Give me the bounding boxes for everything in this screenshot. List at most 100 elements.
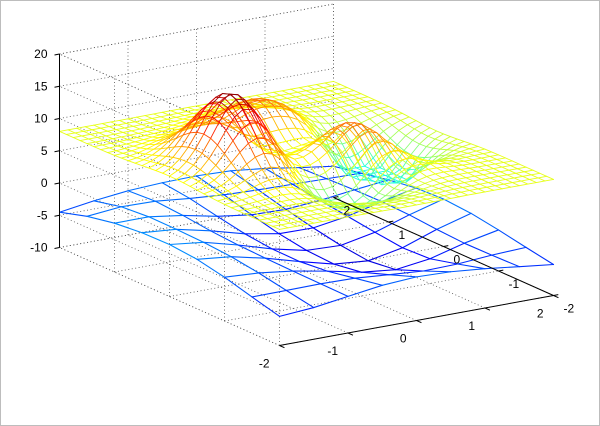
lower-mesh-line xyxy=(257,183,294,191)
upper-mesh-line xyxy=(474,154,482,159)
upper-mesh-line xyxy=(450,155,460,159)
upper-mesh-line xyxy=(146,131,155,134)
upper-mesh-line xyxy=(546,175,554,180)
upper-mesh-line xyxy=(320,203,330,206)
upper-mesh-line xyxy=(417,146,427,158)
upper-mesh-line xyxy=(393,149,403,161)
upper-mesh-line xyxy=(122,130,132,133)
upper-mesh-line xyxy=(122,132,131,136)
upper-mesh-line xyxy=(424,201,435,204)
upper-mesh-line xyxy=(374,181,383,186)
upper-mesh-line xyxy=(346,108,357,112)
lower-mesh-line xyxy=(346,215,376,233)
lower-mesh-line xyxy=(168,243,198,260)
upper-mesh-line xyxy=(326,98,336,101)
upper-mesh-line xyxy=(351,93,362,96)
upper-mesh-line xyxy=(498,154,506,159)
upper-mesh-line xyxy=(312,116,321,124)
upper-mesh-line xyxy=(448,180,457,185)
upper-mesh-line xyxy=(173,118,184,122)
upper-mesh-line xyxy=(403,165,414,171)
upper-mesh-line xyxy=(304,129,313,139)
upper-mesh-line xyxy=(372,171,383,186)
upper-mesh-line xyxy=(328,136,337,144)
upper-mesh-line xyxy=(265,221,275,224)
upper-mesh-line xyxy=(362,113,371,120)
upper-mesh-line xyxy=(139,126,150,130)
upper-mesh-line xyxy=(234,120,242,123)
lower-mesh-line xyxy=(223,189,259,196)
upper-mesh-line xyxy=(283,186,292,195)
upper-mesh-line xyxy=(333,80,341,85)
upper-mesh-line xyxy=(196,131,205,135)
upper-mesh-line xyxy=(317,99,328,103)
upper-mesh-line xyxy=(67,127,78,131)
x-tick-mark xyxy=(347,332,354,336)
upper-mesh-line xyxy=(292,147,301,150)
upper-mesh-line xyxy=(460,191,469,196)
upper-mesh-line xyxy=(144,153,153,156)
upper-mesh-line xyxy=(127,157,138,162)
upper-mesh-line xyxy=(381,137,391,149)
z-tick-mark xyxy=(54,247,60,249)
upper-mesh-line xyxy=(439,180,450,184)
upper-mesh-line xyxy=(217,200,225,205)
upper-mesh-line xyxy=(529,178,537,183)
upper-mesh-line xyxy=(163,156,174,166)
upper-mesh-line xyxy=(223,97,234,108)
upper-mesh-line xyxy=(419,196,428,200)
upper-mesh-line xyxy=(125,141,136,145)
upper-mesh-line xyxy=(278,129,287,142)
upper-mesh-line xyxy=(377,111,388,116)
upper-mesh-line xyxy=(259,179,270,185)
upper-mesh-line xyxy=(292,105,300,110)
upper-mesh-line xyxy=(282,219,291,224)
upper-mesh-line xyxy=(458,194,469,198)
upper-mesh-line xyxy=(396,144,405,151)
upper-mesh-line xyxy=(402,200,411,203)
upper-mesh-line xyxy=(340,171,350,181)
upper-mesh-line xyxy=(446,183,457,187)
upper-mesh-line xyxy=(177,112,186,116)
lower-mesh-line xyxy=(127,190,157,202)
lower-mesh-line xyxy=(401,247,431,260)
upper-mesh-line xyxy=(199,169,208,176)
upper-mesh-line xyxy=(364,152,374,172)
upper-mesh-line xyxy=(328,150,338,165)
upper-mesh-line xyxy=(306,184,314,196)
upper-mesh-line xyxy=(232,103,241,108)
upper-mesh-line xyxy=(285,210,294,215)
upper-mesh-line xyxy=(292,104,302,106)
upper-mesh-line xyxy=(482,174,491,179)
upper-mesh-line xyxy=(117,143,127,147)
lower-mesh-line xyxy=(251,296,281,317)
upper-mesh-line xyxy=(93,124,102,129)
upper-surface-mesh xyxy=(59,80,554,230)
upper-mesh-line xyxy=(477,145,486,150)
upper-mesh-line xyxy=(441,140,450,144)
upper-mesh-line xyxy=(142,118,153,121)
upper-mesh-line xyxy=(358,97,367,103)
upper-mesh-line xyxy=(465,177,474,182)
lower-mesh-line xyxy=(422,270,452,273)
upper-mesh-line xyxy=(76,127,84,132)
upper-mesh-line xyxy=(132,124,143,127)
upper-mesh-line xyxy=(258,122,268,132)
upper-mesh-line xyxy=(450,173,460,177)
upper-mesh-line xyxy=(349,210,359,213)
upper-mesh-line xyxy=(525,166,534,171)
upper-mesh-line xyxy=(300,104,309,109)
upper-mesh-line xyxy=(105,135,114,140)
upper-mesh-line xyxy=(416,202,426,206)
upper-mesh-line xyxy=(211,116,220,123)
upper-mesh-line xyxy=(185,111,194,115)
upper-mesh-line xyxy=(379,155,390,169)
upper-mesh-line xyxy=(113,133,122,138)
upper-mesh-line xyxy=(168,112,179,116)
upper-mesh-line xyxy=(358,96,369,99)
upper-mesh-line xyxy=(369,128,379,141)
grid-line xyxy=(224,270,499,322)
upper-mesh-line xyxy=(153,113,162,118)
upper-mesh-line xyxy=(198,115,206,119)
upper-mesh-line xyxy=(275,214,286,218)
